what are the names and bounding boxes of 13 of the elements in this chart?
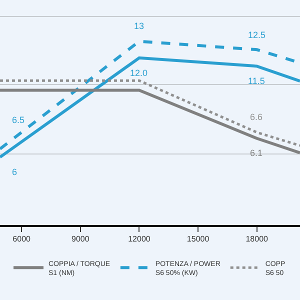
x-tick-label: 18000: [246, 234, 269, 244]
data-label: 6.5: [12, 115, 25, 125]
x-tick-label: 9000: [71, 234, 90, 244]
data-label: 6.6: [250, 112, 263, 122]
data-label: 13: [134, 21, 144, 31]
data-label: 11.5: [248, 76, 265, 86]
data-label: 6.1: [250, 148, 263, 158]
x-tick-label: 12000: [128, 234, 151, 244]
x-tick-label: 15000: [186, 234, 210, 244]
data-label: 12.5: [248, 30, 266, 40]
data-label: 12.0: [130, 68, 148, 78]
data-label: 6: [12, 167, 18, 177]
x-tick-label: 6000: [12, 234, 32, 244]
